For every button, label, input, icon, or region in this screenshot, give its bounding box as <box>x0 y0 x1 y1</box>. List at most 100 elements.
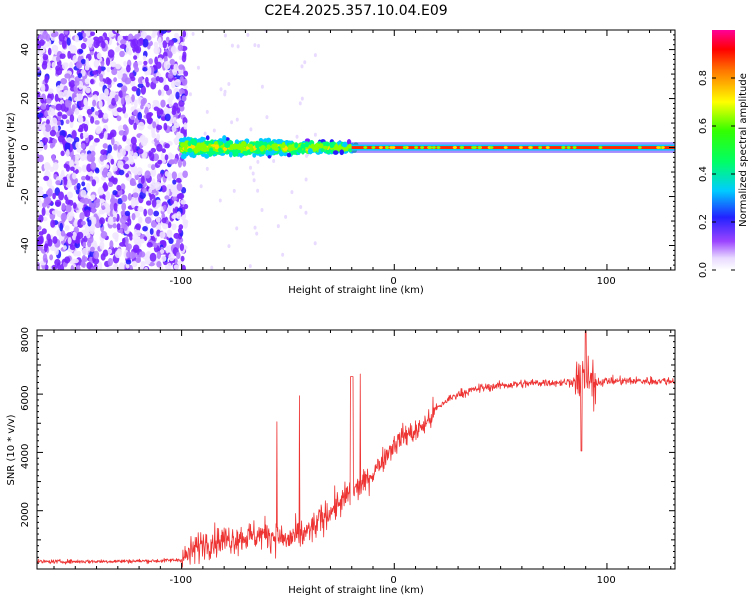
heatmap-cell <box>121 237 126 245</box>
heatmap-cell <box>119 50 125 58</box>
heatmap-cell <box>133 152 138 160</box>
heatmap-cell <box>41 125 46 132</box>
heatmap-cell <box>76 264 81 270</box>
heatmap-cell <box>148 58 154 65</box>
heatmap-cell <box>82 37 88 43</box>
heatmap-cell <box>107 144 113 154</box>
heatmap-cell <box>60 169 65 178</box>
heatmap-cell <box>260 145 266 150</box>
heatmap-cell <box>55 180 61 186</box>
heatmap-cell <box>136 87 141 97</box>
heatmap-cell <box>293 150 298 155</box>
heatmap-cell <box>100 149 107 156</box>
heatmap-cell <box>219 141 224 146</box>
heatmap-cell <box>637 146 642 149</box>
heatmap-cell <box>193 139 198 146</box>
heatmap-cell <box>133 122 137 130</box>
heatmap-cell <box>55 67 63 76</box>
heatmap-cell <box>124 77 132 85</box>
heatmap-cell <box>572 146 577 149</box>
heatmap-cell <box>80 143 86 149</box>
heatmap-cell <box>81 175 86 181</box>
heatmap-cell <box>144 266 149 270</box>
heatmap-cell <box>99 217 105 225</box>
heatmap-cell <box>115 63 121 70</box>
heatmap-cell <box>164 154 169 161</box>
heatmap-cell <box>73 251 79 257</box>
heatmap-cell <box>147 66 152 75</box>
heatmap-cell <box>322 145 329 150</box>
heatmap-cell <box>60 150 65 157</box>
snr-plot-area <box>37 330 675 569</box>
heatmap-cell <box>112 165 118 172</box>
heatmap-cell <box>299 204 303 209</box>
heatmap-cell <box>116 223 121 231</box>
heatmap-cell <box>157 36 162 46</box>
heatmap-cell <box>40 102 47 110</box>
heatmap-cell <box>72 202 77 209</box>
heatmap-cell <box>63 176 68 186</box>
heatmap-cell <box>77 218 84 228</box>
heatmap-cell <box>72 55 78 64</box>
heatmap-cell <box>142 38 149 48</box>
heatmap-cell <box>51 154 56 162</box>
heatmap-cell <box>135 257 141 263</box>
heatmap-cell <box>230 120 234 125</box>
heatmap-cell <box>300 143 306 149</box>
heatmap-cell <box>110 91 117 97</box>
heatmap-cell <box>44 123 52 132</box>
heatmap-cell <box>132 192 139 198</box>
heatmap-cell <box>598 146 603 149</box>
heatmap-cell <box>58 33 65 42</box>
heatmap-cell <box>402 146 407 149</box>
spectrogram-ytick-label: 20 <box>20 92 31 105</box>
heatmap-cell <box>347 143 352 149</box>
heatmap-cell <box>175 177 182 183</box>
heatmap-cell <box>194 148 199 154</box>
heatmap-cell <box>248 143 254 149</box>
heatmap-cell <box>431 146 436 149</box>
heatmap-cell <box>157 159 163 165</box>
heatmap-cell <box>119 216 127 225</box>
heatmap-cell <box>452 146 457 149</box>
heatmap-cell <box>150 220 157 228</box>
spectrogram-xtick-label: 100 <box>597 276 616 287</box>
heatmap-cell <box>76 231 84 240</box>
heatmap-cell <box>106 78 112 85</box>
heatmap-cell <box>105 57 111 66</box>
heatmap-cell <box>74 80 80 86</box>
heatmap-cell <box>117 160 124 169</box>
heatmap-cell <box>168 39 175 46</box>
heatmap-cell <box>303 60 307 65</box>
heatmap-cell <box>129 251 136 260</box>
heatmap-cell <box>236 44 240 49</box>
heatmap-cell <box>103 131 108 141</box>
heatmap-cell <box>77 72 83 79</box>
heatmap-cell <box>177 159 183 168</box>
heatmap-cell <box>174 137 179 145</box>
heatmap-cell <box>123 60 127 67</box>
heatmap-cell <box>77 202 84 210</box>
heatmap-cell <box>150 164 156 171</box>
heatmap-cell <box>145 200 152 206</box>
colorbar-tick-label: 0.8 <box>698 70 709 86</box>
heatmap-cell <box>71 231 77 241</box>
heatmap-cell <box>268 150 275 156</box>
heatmap-cell <box>113 111 119 117</box>
heatmap-cell <box>90 194 96 201</box>
heatmap-cell <box>69 244 76 251</box>
heatmap-cell <box>80 189 87 198</box>
heatmap-cell <box>58 91 64 99</box>
heatmap-cell <box>125 173 130 178</box>
heatmap-cell <box>168 252 175 262</box>
heatmap-cell <box>146 241 153 248</box>
heatmap-cell <box>61 138 66 146</box>
heatmap-cell <box>86 232 91 239</box>
heatmap-cell <box>252 152 257 158</box>
colorbar-tick-label: 0.0 <box>698 262 709 278</box>
heatmap-cell <box>60 103 66 112</box>
heatmap-cell <box>41 137 49 144</box>
heatmap-cell <box>254 142 261 147</box>
heatmap-cell <box>176 251 181 260</box>
heatmap-cell <box>209 147 214 153</box>
